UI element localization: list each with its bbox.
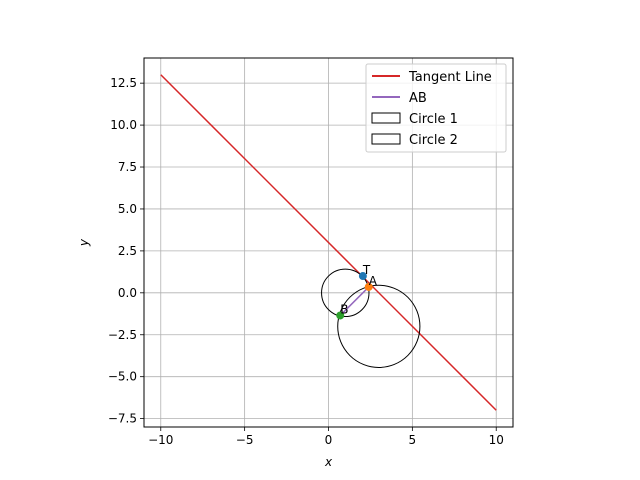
legend-label-tangent-line: Tangent Line — [408, 70, 492, 85]
y-tick-label: 0.0 — [118, 286, 137, 300]
legend-label-circle-1: Circle 1 — [409, 112, 458, 127]
legend-swatch-circle-1 — [372, 113, 400, 123]
x-axis-label: x — [324, 455, 333, 469]
legend-swatch-circle-2 — [372, 134, 400, 144]
x-tick-label: 5 — [409, 433, 417, 447]
y-tick-label: 5.0 — [118, 202, 137, 216]
y-tick-label: 12.5 — [110, 76, 137, 90]
point-label-a: A — [369, 274, 378, 288]
y-tick-label: 2.5 — [118, 244, 137, 258]
y-tick-label: −2.5 — [108, 328, 137, 342]
x-tick-label: −5 — [236, 433, 254, 447]
legend-label-ab: AB — [409, 91, 427, 106]
x-tick-label: 10 — [489, 433, 504, 447]
x-tick-label: 0 — [325, 433, 333, 447]
legend: Tangent Line AB Circle 1 Circle 2 — [366, 64, 506, 152]
y-tick-label: 10.0 — [110, 118, 137, 132]
y-tick-label: −7.5 — [108, 412, 137, 426]
circle-2 — [338, 285, 420, 367]
x-tick-label: −10 — [148, 433, 173, 447]
y-tick-label: −5.0 — [108, 370, 137, 384]
y-axis-label: y — [77, 238, 91, 247]
point-label-b: B — [340, 302, 348, 316]
legend-label-circle-2: Circle 2 — [409, 133, 458, 148]
y-tick-label: 7.5 — [118, 160, 137, 174]
